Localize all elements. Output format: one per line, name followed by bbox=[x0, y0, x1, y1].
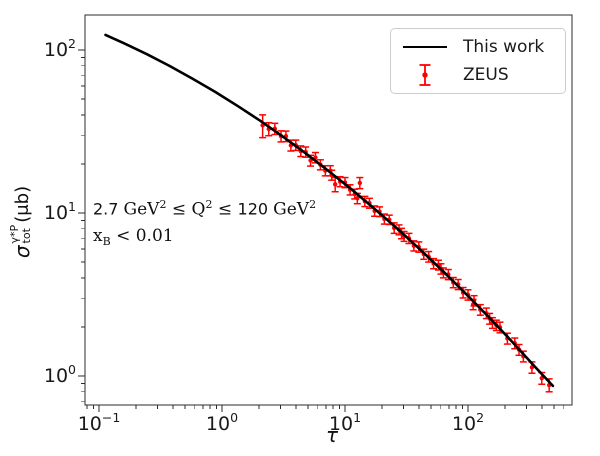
sigma-superscript: γ*P bbox=[8, 224, 22, 244]
this-work-line-swatch bbox=[397, 45, 453, 49]
sigma-sub-sup-stack: γ*P tot bbox=[8, 224, 33, 244]
zeus-point bbox=[332, 182, 338, 187]
annotation-text: 120 bbox=[237, 199, 274, 219]
annotation-text: ≤ bbox=[212, 199, 238, 220]
zeus-point bbox=[355, 196, 360, 201]
annotation-text: GeV bbox=[123, 199, 160, 220]
errorbar-icon bbox=[419, 64, 431, 86]
x-axis-label: τ bbox=[325, 423, 339, 447]
y-tick-label: 100 bbox=[44, 362, 76, 387]
annotation-text: 2.7 bbox=[93, 199, 124, 219]
x-tick-label: 102 bbox=[452, 410, 484, 435]
zeus-errorbar-swatch bbox=[397, 62, 453, 88]
annotation-text: x bbox=[93, 226, 103, 246]
annotation-text: < 0.01 bbox=[110, 226, 174, 246]
y-tick-label: 101 bbox=[44, 199, 76, 224]
legend: This work ZEUS bbox=[390, 28, 566, 94]
annotation-text: GeV bbox=[273, 199, 310, 220]
sigma-subscript: tot bbox=[20, 228, 33, 244]
annotation-text: Q bbox=[191, 199, 206, 220]
line-swatch-icon bbox=[403, 45, 447, 49]
annotation-superscript: 2 bbox=[309, 198, 317, 211]
legend-label-this-work: This work bbox=[463, 37, 545, 57]
legend-item-zeus: ZEUS bbox=[397, 61, 559, 89]
annotation-superscript: 2 bbox=[205, 198, 213, 211]
legend-item-this-work: This work bbox=[397, 33, 559, 61]
legend-label-zeus: ZEUS bbox=[463, 65, 509, 85]
annotation-superscript: 2 bbox=[159, 198, 167, 211]
annotation-text: ≤ bbox=[166, 199, 192, 220]
zeus-point bbox=[357, 180, 363, 186]
y-tick-label: 102 bbox=[44, 36, 76, 61]
x-tick-label: 10−1 bbox=[78, 410, 121, 435]
xb-annotation: xB < 0.01 bbox=[93, 226, 174, 248]
sigma-symbol: σ bbox=[10, 245, 34, 259]
y-axis-unit: (μb) bbox=[11, 185, 33, 223]
q2-range-annotation: 2.7 GeV2 ≤ Q2 ≤ 120 GeV2 bbox=[93, 198, 316, 219]
plot-frame bbox=[84, 14, 573, 406]
zeus-data-series bbox=[259, 114, 553, 393]
this-work-curve bbox=[104, 33, 555, 388]
y-axis-label: σ γ*P tot (μb) bbox=[5, 142, 39, 302]
annotation-subscript: B bbox=[102, 235, 111, 249]
x-tick-label: 100 bbox=[206, 410, 238, 435]
